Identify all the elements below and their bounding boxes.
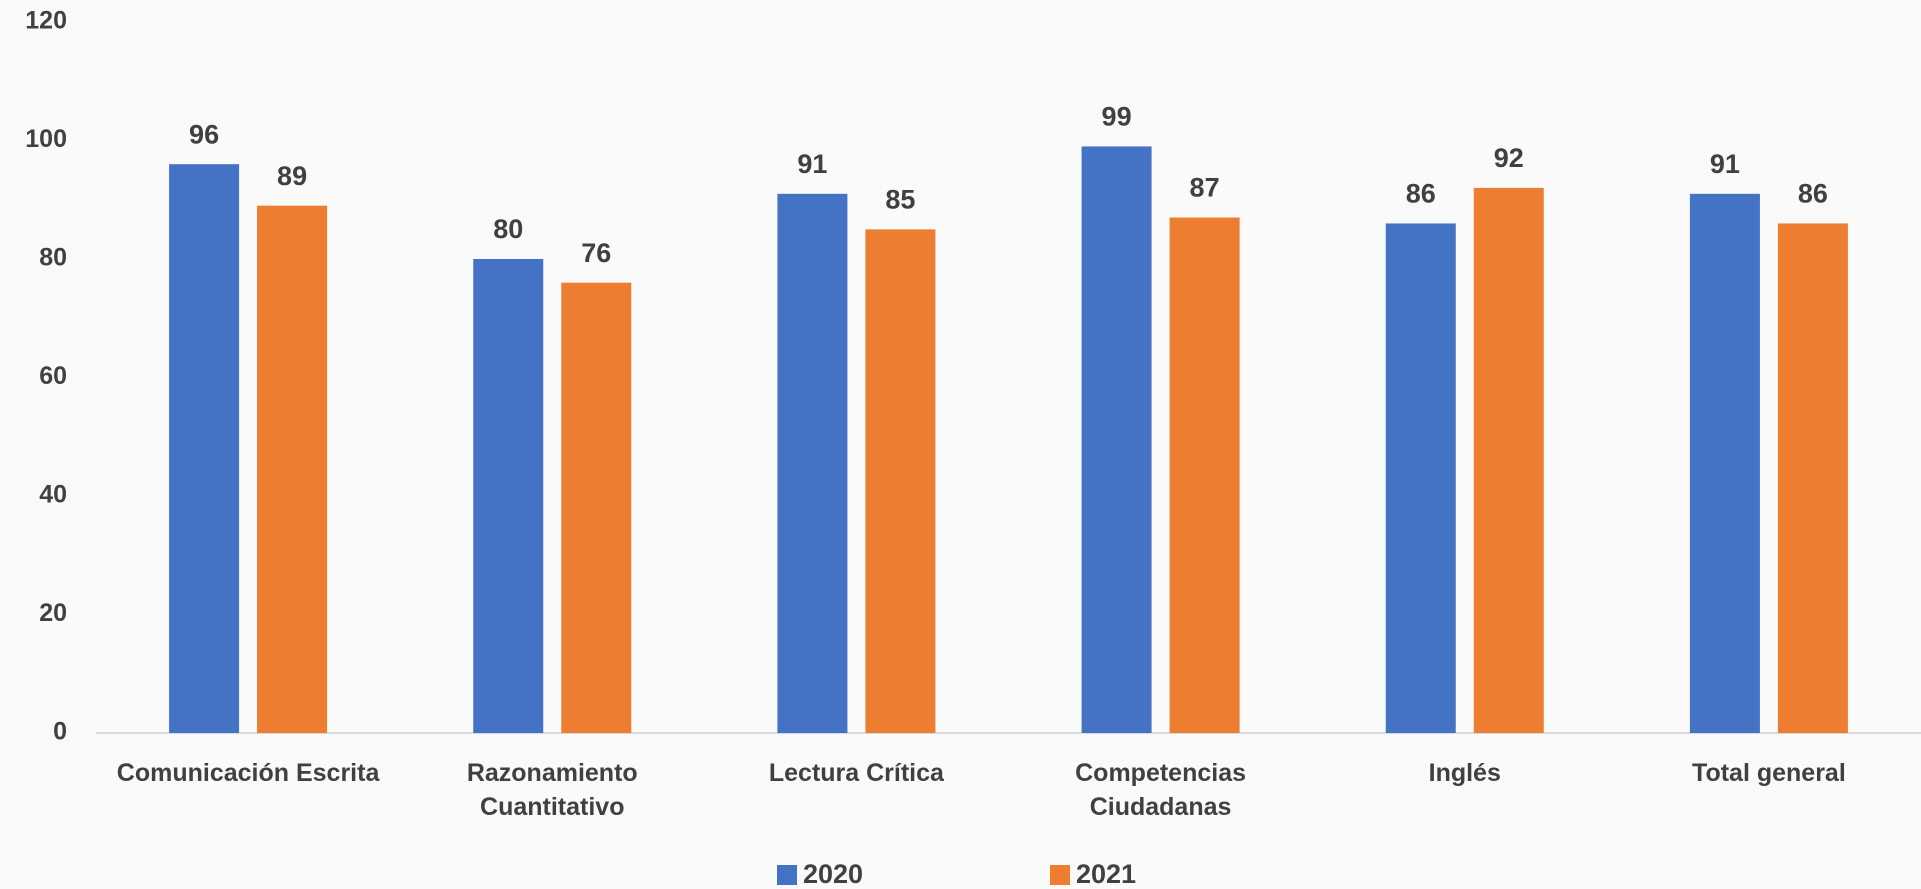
data-label: 96 <box>189 119 219 149</box>
bar <box>473 259 544 733</box>
data-label: 87 <box>1190 173 1220 203</box>
data-label: 99 <box>1102 102 1132 132</box>
x-tick-label: Competencias Ciudadanas <box>1075 759 1247 821</box>
y-tick-label: 0 <box>53 718 67 746</box>
x-tick-label: Total general <box>1692 759 1846 787</box>
y-tick-label: 60 <box>39 362 67 390</box>
data-label: 91 <box>1710 149 1740 179</box>
data-label: 80 <box>493 214 523 244</box>
bar <box>561 282 632 733</box>
bar <box>169 164 240 733</box>
y-tick-label: 120 <box>25 7 67 35</box>
bar <box>777 193 848 733</box>
legend-swatch <box>777 865 797 885</box>
bar <box>257 205 328 734</box>
y-tick-label: 80 <box>39 244 67 272</box>
y-tick-label: 20 <box>39 599 67 627</box>
legend-label: 2020 <box>803 859 863 889</box>
y-tick-label: 100 <box>25 125 67 153</box>
data-label: 86 <box>1798 179 1828 209</box>
data-label: 89 <box>277 161 307 191</box>
bar <box>1777 223 1848 733</box>
data-label: 91 <box>797 149 827 179</box>
data-label: 86 <box>1406 179 1436 209</box>
bar <box>865 229 936 733</box>
data-label: 92 <box>1494 143 1524 173</box>
x-tick-label: Inglés <box>1428 759 1501 787</box>
bar <box>1385 223 1456 733</box>
bar <box>1081 146 1152 734</box>
bar <box>1689 193 1760 733</box>
bar <box>1169 217 1240 733</box>
legend-swatch <box>1050 865 1070 885</box>
y-tick-label: 40 <box>39 481 67 509</box>
legend-label: 2021 <box>1076 859 1136 889</box>
x-tick-label: Lectura Crítica <box>768 759 944 787</box>
data-label: 85 <box>885 185 915 215</box>
x-tick-label: Razonamiento Cuantitativo <box>466 759 638 821</box>
x-tick-label: Comunicación Escrita <box>116 759 380 787</box>
bar <box>1473 187 1544 733</box>
data-label: 76 <box>581 238 611 268</box>
